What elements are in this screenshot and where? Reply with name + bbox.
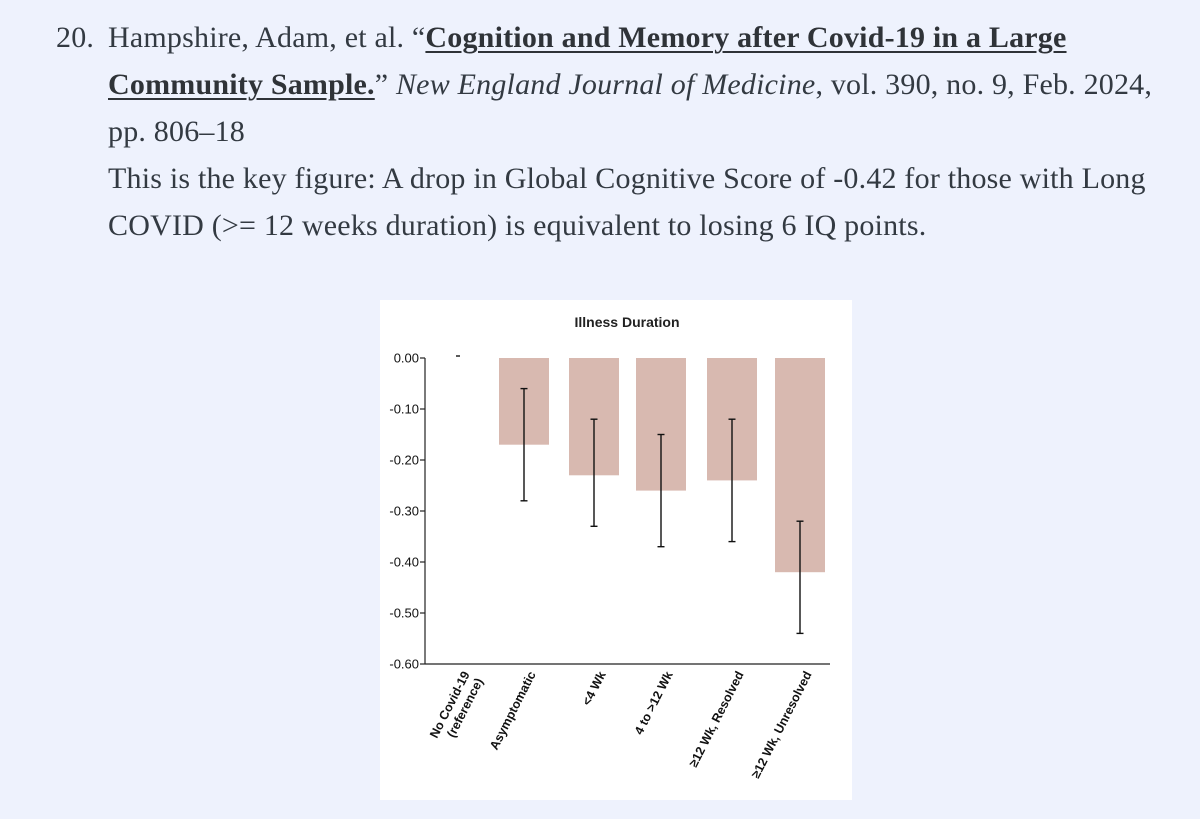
category-label-line: 4 to >12 Wk [632, 669, 676, 737]
error-bar [728, 418, 736, 543]
citation: 20. Hampshire, Adam, et al. “Cognition a… [56, 14, 1166, 249]
category-label-line: <4 Wk [580, 669, 609, 708]
citation-number: 20. [56, 21, 95, 54]
citation-authors: Hampshire, Adam, et al. “ [108, 21, 426, 54]
error-bar [657, 433, 665, 548]
citation-details: , vol. 390, no. 9, Feb. 2024, pp. 806–18 [108, 68, 1153, 148]
category-label: ≥12 Wk, Unresolved [749, 669, 815, 781]
chart-figure: Illness Duration 0.00 -0.10 -0.20 -0.30 -0.4… [380, 300, 852, 800]
category-label: ≥12 Wk, Resolved [686, 669, 746, 769]
category-label: No Covid-19(reference) [427, 669, 486, 747]
y-tick-label: 0.00 [394, 351, 419, 366]
chart-title: Illness Duration [574, 314, 679, 330]
category-label: <4 Wk [580, 669, 609, 708]
error-bar [520, 387, 528, 502]
citation-text: Hampshire, Adam, et al. “Cognition and M… [108, 14, 1166, 155]
bar-chart: Illness Duration 0.00 -0.10 -0.20 -0.30 -0.4… [389, 314, 830, 781]
journal-name: New England Journal of Medicine [395, 68, 816, 101]
category-label: Asymptomatic [487, 669, 539, 752]
category-label-line: Asymptomatic [487, 669, 539, 752]
y-tick-label: -0.40 [389, 555, 419, 570]
category-label-line: ≥12 Wk, Unresolved [749, 669, 815, 781]
y-tick-label: -0.50 [389, 606, 419, 621]
citation-note: This is the key figure: A drop in Global… [108, 162, 1146, 242]
y-tick-label: -0.60 [389, 657, 419, 672]
citation-quote-close: ” [374, 68, 396, 101]
y-tick-label: -0.10 [389, 402, 419, 417]
category-label-line: ≥12 Wk, Resolved [686, 669, 746, 769]
error-bar [796, 520, 804, 635]
y-tick-label: -0.20 [389, 453, 419, 468]
article-title-link[interactable]: Cognition and Memory after Covid-19 in a… [108, 21, 1067, 101]
category-label: 4 to >12 Wk [632, 669, 676, 737]
y-tick-label: -0.30 [389, 504, 419, 519]
error-bar [590, 418, 598, 528]
